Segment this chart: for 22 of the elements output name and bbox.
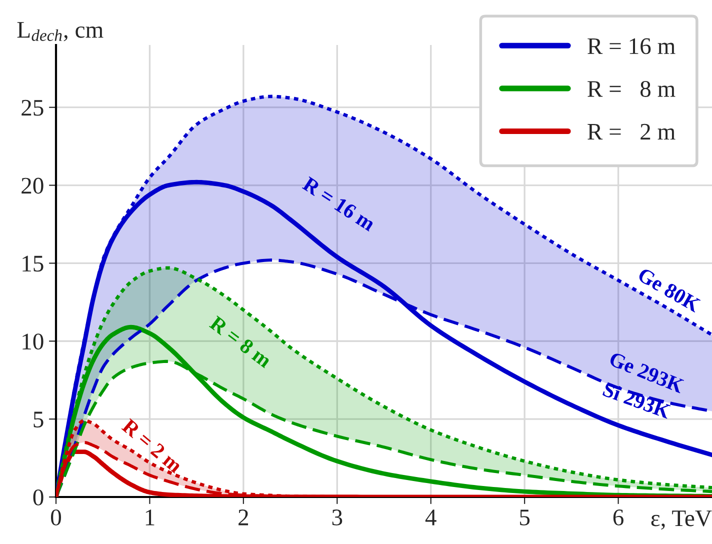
annotation: R = 2 m	[121, 418, 184, 474]
y-tick-label: 5	[34, 412, 44, 428]
y-tick-label: 15	[22, 256, 44, 272]
x-tick-label: 5	[520, 510, 530, 526]
y-axis-title: L$_{dech}$, cm	[17, 22, 104, 42]
x-tick-label: 3	[332, 510, 342, 526]
y-tick-label: 25	[22, 100, 44, 116]
annotation: R = 16 m	[302, 176, 376, 232]
x-tick-label: 0	[50, 509, 62, 526]
y-tick-label: 20	[22, 178, 44, 194]
y-tick-label: 0	[33, 489, 44, 506]
legend-label: R = 2 m	[588, 124, 676, 140]
x-tick-label: 6	[613, 510, 624, 526]
x-tick-label: 1	[146, 510, 154, 526]
annotation: R = 8 m	[208, 315, 273, 368]
legend-label: R = 16 m	[588, 38, 676, 54]
x-axis-title: ε, TeV	[651, 510, 712, 530]
x-tick-label: 2	[238, 510, 248, 526]
y-tick-label: 10	[22, 334, 44, 350]
legend-label: R = 8 m	[588, 81, 676, 97]
annotation: Ge 80K	[637, 267, 702, 313]
x-tick-label: 4	[425, 510, 436, 526]
